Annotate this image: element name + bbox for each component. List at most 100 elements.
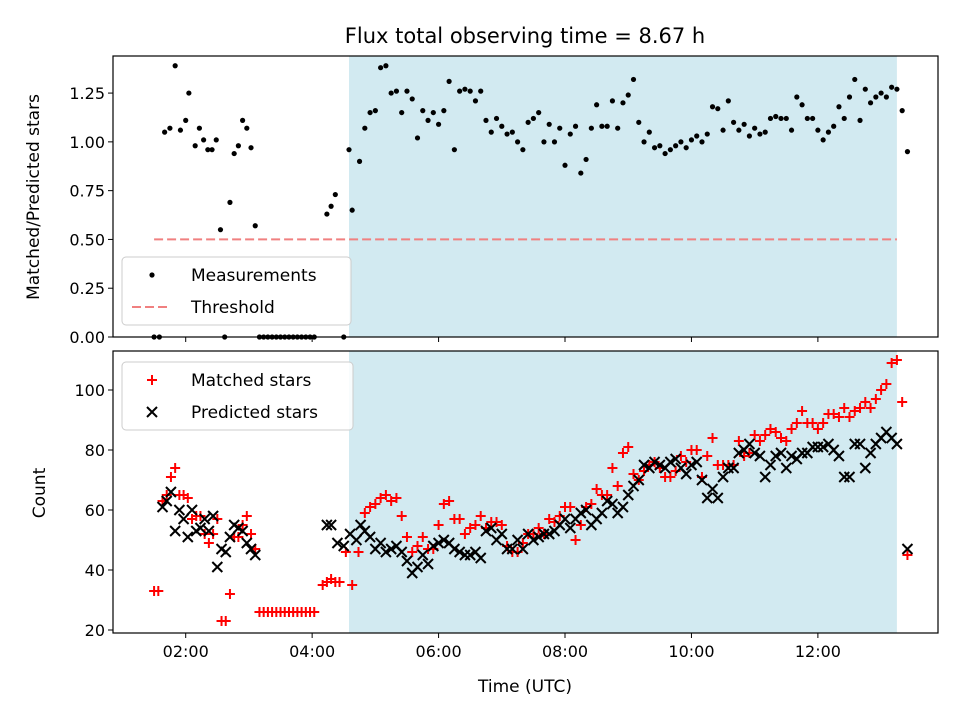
measurement-point [867,100,874,106]
measurement-point [846,94,853,100]
matched-star-point [844,412,855,422]
predicted-star-point [161,495,173,507]
matched-star-point [839,403,850,413]
measurement-point [167,125,173,131]
measurement-point [451,147,457,153]
matched-star-point [370,499,381,509]
measurement-point [235,143,241,149]
predicted-star-point [331,537,344,549]
predicted-star-point [664,456,677,468]
matched-star-point [380,490,391,500]
predicted-star-point [203,525,215,537]
measurement-point [472,98,479,104]
matched-star-point [407,547,418,557]
predicted-star-point [775,447,787,459]
legend: Measurements Threshold [121,256,352,326]
matched-star-point [776,433,787,443]
measurement-point [694,133,700,139]
measurement-point [478,88,484,94]
x-tick-label: 12:00 [795,642,841,661]
matched-star-point [153,586,164,596]
predicted-star-point [638,459,650,471]
matched-star-point [586,499,597,509]
measurement-point [462,86,468,92]
matched-star-point [765,424,776,434]
matched-star-point [612,481,623,491]
predicted-star-point [427,540,440,552]
predicted-star-point [354,519,367,531]
predicted-star-point [817,441,829,453]
measurement-point [457,88,463,94]
predicted-star-point [680,468,692,480]
measurement-point [646,129,652,135]
predicted-star-point [770,450,782,462]
measurement-point [324,211,330,217]
x-tick-label: 02:00 [163,642,209,661]
predicted-star-point [211,561,224,573]
measurement-point [578,170,584,176]
measurement-point [599,123,605,129]
measurement-point [383,63,389,69]
x-tick-label: 08:00 [542,642,588,661]
predicted-star-point [733,447,745,459]
axes-frame [112,55,939,338]
matched-star-point [897,397,908,407]
matched-star-point [347,580,358,590]
measurement-point [757,131,763,137]
predicted-star-point [575,507,587,519]
predicted-star-point [511,534,524,546]
matched-star-point [702,451,713,461]
measurement-point [678,139,684,145]
predicted-star-point [173,504,186,516]
matched-star-point [860,397,871,407]
measurement-point [630,76,637,83]
y-tick-label: 100 [74,381,105,400]
measurement-point [841,115,847,122]
matched-star-point [876,385,887,395]
measurement-point [683,145,689,151]
measurement-point [349,207,355,213]
matched-star-point [417,532,428,542]
measurement-point [186,90,192,96]
predicted-star-point [186,504,198,516]
predicted-star-point [785,450,798,462]
matched-star-point [760,430,771,440]
measurement-point [546,121,552,127]
measurement-point [420,108,426,114]
measurement-point [667,147,673,153]
predicted-star-point [224,531,236,543]
measurement-point [725,98,731,104]
legend-marker-predicted [146,406,158,418]
matched-star-point [224,589,235,599]
predicted-star-point [165,486,177,498]
measurement-point [504,131,510,137]
matched-star-point [438,499,449,509]
matched-star-point [591,484,602,494]
legend-label: Predicted stars [191,403,318,423]
predicted-star-point [517,543,529,555]
measurement-point [239,117,246,123]
predicted-star-point [864,447,877,459]
predicted-star-point [712,492,724,504]
predicted-star-point [532,531,545,543]
matched-star-point [833,412,844,422]
x-tick-label: 06:00 [416,642,462,661]
legend-label: Measurements [191,266,317,286]
matched-star-point [465,523,476,533]
measurement-point [609,98,616,104]
measurement-point [201,137,207,143]
matched-star-point [496,520,507,530]
predicted-star-point [559,513,571,525]
measurement-point [767,115,774,122]
matched-star-point [470,520,481,530]
measurement-point [778,115,784,122]
measurement-point [636,119,642,125]
measurement-point [488,129,494,135]
matched-star-point [309,607,320,617]
predicted-star-point [833,450,845,462]
measurement-point [625,92,631,98]
measurement-point [736,127,742,133]
predicted-star-point [182,531,194,543]
matched-star-point [396,511,407,521]
